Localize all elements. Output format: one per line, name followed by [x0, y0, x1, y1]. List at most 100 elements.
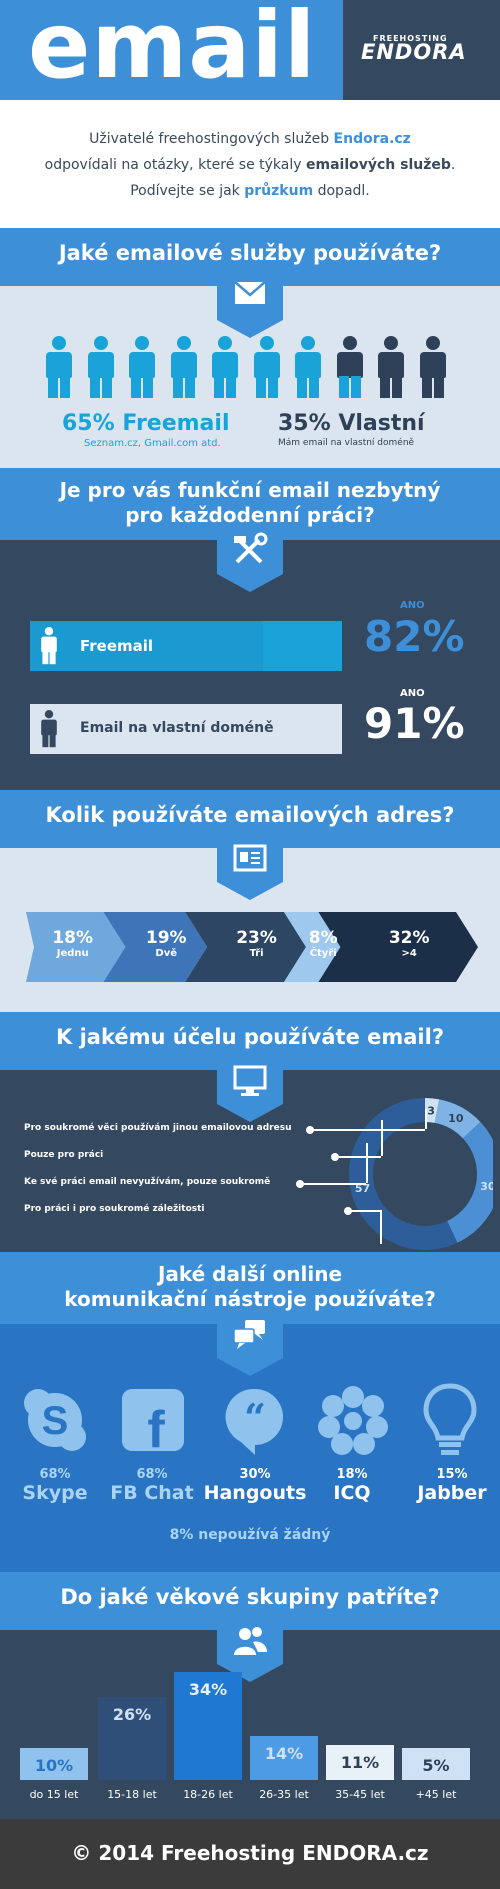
age-bar-label: 15-18 let	[107, 1788, 157, 1801]
q4-legend-item: Pro práci i pro soukromé záležitosti	[24, 1204, 205, 1214]
q2-row2-ano: ANO	[400, 688, 425, 699]
legend-connector	[300, 1183, 366, 1185]
freemail-sub: Seznam.cz, Gmail.com atd.	[84, 438, 221, 449]
intro: Uživatelé freehostingových služeb Endora…	[0, 100, 500, 228]
brand-box: FREEHOSTING ENDORA	[343, 0, 500, 100]
donut-label: 57	[355, 1182, 370, 1195]
age-bar-pct: 10%	[34, 1756, 74, 1775]
donut-slice	[425, 1098, 440, 1123]
donut-label: 30	[480, 1180, 493, 1193]
tool-name: FB Chat	[110, 1482, 194, 1504]
age-bar: 14%	[250, 1736, 318, 1780]
chevron-segment	[284, 912, 341, 982]
chevron-text: Dvě	[155, 948, 178, 959]
legend-connector-v	[381, 1120, 383, 1156]
q2-row2-pct: 91%	[364, 699, 465, 748]
age-bar: 26%	[98, 1697, 166, 1780]
tools-icon	[234, 532, 268, 564]
svg-text:S: S	[42, 1399, 69, 1443]
legend-connector	[348, 1210, 380, 1212]
person-icon	[169, 336, 199, 398]
q2-bar-freemail: Freemail	[30, 621, 342, 671]
legend-dot	[296, 1180, 304, 1188]
person-icon	[376, 336, 406, 398]
contact-card-icon	[233, 844, 267, 872]
tool-pct: 15%	[436, 1467, 468, 1482]
section-q4: K jakému účelu používáte email? 3 10 30 57 …	[0, 1012, 500, 1252]
tool-name: Jabber	[417, 1482, 487, 1504]
section-q6: Do jaké věkové skupiny patříte? 10% do 15…	[0, 1572, 500, 1819]
legend-dot	[331, 1153, 339, 1161]
q6-tab	[217, 1622, 283, 1682]
q1-tab	[217, 278, 283, 338]
person-icon	[86, 336, 116, 398]
jabber-icon	[423, 1383, 477, 1455]
q2-row2-label: Email na vlastní doméně	[80, 720, 274, 736]
person-icon	[335, 336, 365, 398]
chevron-text: Tři	[249, 948, 264, 959]
hangouts-icon: “	[225, 1388, 283, 1455]
legend-connector-v	[366, 1143, 368, 1183]
monitor-icon	[233, 1065, 267, 1096]
chevron-pct: 32%	[388, 928, 430, 948]
legend-dot	[306, 1126, 314, 1134]
chevron-pct: 8%	[308, 928, 338, 948]
tool-item: 30% Hangouts	[195, 1467, 315, 1504]
brand-logo: ENDORA	[361, 40, 467, 64]
tool-item: 68% Skype	[0, 1467, 115, 1504]
chevron-pct: 18%	[52, 928, 94, 948]
legend-connector-v	[380, 1210, 382, 1244]
footer-text: © 2014 Freehosting ENDORA.cz	[71, 1841, 429, 1865]
chat-bubbles-icon	[233, 1320, 265, 1349]
donut-slice	[434, 1099, 481, 1139]
age-bar: 11%	[326, 1745, 394, 1780]
donut-slice	[447, 1121, 493, 1243]
footer: © 2014 Freehosting ENDORA.cz	[0, 1819, 500, 1889]
envelope-icon	[234, 281, 266, 304]
q5-title: Jaké další online komunikační nástroje po…	[0, 1252, 500, 1324]
chevron-pct: 23%	[236, 928, 277, 948]
person-icon	[40, 627, 58, 665]
hatch	[263, 621, 342, 671]
section-q5: Jaké další online komunikační nástroje po…	[0, 1252, 500, 1572]
donut-slice	[349, 1098, 458, 1250]
header-title: email	[28, 0, 317, 99]
section-q3: Kolik používáte emailových adres? 18% Jed…	[0, 790, 500, 1012]
section-q1: Jaké emailové služby používáte? 65% Free…	[0, 228, 500, 468]
chevron-label: 8% Čtyři	[306, 928, 340, 959]
q2-bar-freemail-fill	[30, 621, 263, 671]
q2-row1-ano: ANO	[400, 600, 425, 611]
donut-label: 10	[448, 1112, 464, 1125]
tool-pct: 18%	[336, 1467, 368, 1482]
age-bar-pct: 5%	[422, 1756, 450, 1775]
chevron-label: 23% Tři	[207, 928, 306, 959]
chevron-text: Čtyři	[309, 948, 337, 959]
q2-title: Je pro vás funkční email nezbytný pro kaž…	[0, 468, 500, 540]
chevron-segment	[26, 912, 126, 982]
person-icon	[127, 336, 157, 398]
legend-connector-v	[425, 1109, 427, 1129]
chevron-label: 32% >4	[340, 928, 478, 959]
q3-title: Kolik používáte emailových adres?	[0, 790, 500, 848]
age-bar-label: 35-45 let	[335, 1788, 385, 1801]
age-bar-pct: 11%	[340, 1753, 380, 1772]
section-q2: Je pro vás funkční email nezbytný pro kaž…	[0, 468, 500, 790]
tool-item: 68% FB Chat	[92, 1467, 212, 1504]
svg-text:f: f	[147, 1401, 165, 1451]
age-bar-label: 18-26 let	[183, 1788, 233, 1801]
age-bar: 5%	[402, 1748, 470, 1780]
tool-item: 18% ICQ	[292, 1467, 412, 1504]
chevron-label: 18% Jednu	[34, 928, 111, 959]
tool-pct: 68%	[39, 1467, 71, 1482]
age-bar-label: do 15 let	[29, 1788, 79, 1801]
icq-icon	[318, 1386, 388, 1455]
q4-legend-item: Pouze pro práci	[24, 1150, 104, 1160]
facebook-icon: f	[122, 1389, 184, 1451]
intro-line-1: Uživatelé freehostingových služeb Endora…	[89, 131, 411, 147]
tool-name: Skype	[22, 1482, 88, 1504]
chevron-segment	[103, 912, 208, 982]
person-icon	[293, 336, 323, 398]
own-sub: Mám email na vlastní doméně	[278, 438, 415, 448]
tool-item: 15% Jabber	[392, 1467, 500, 1504]
hatch	[318, 704, 342, 754]
